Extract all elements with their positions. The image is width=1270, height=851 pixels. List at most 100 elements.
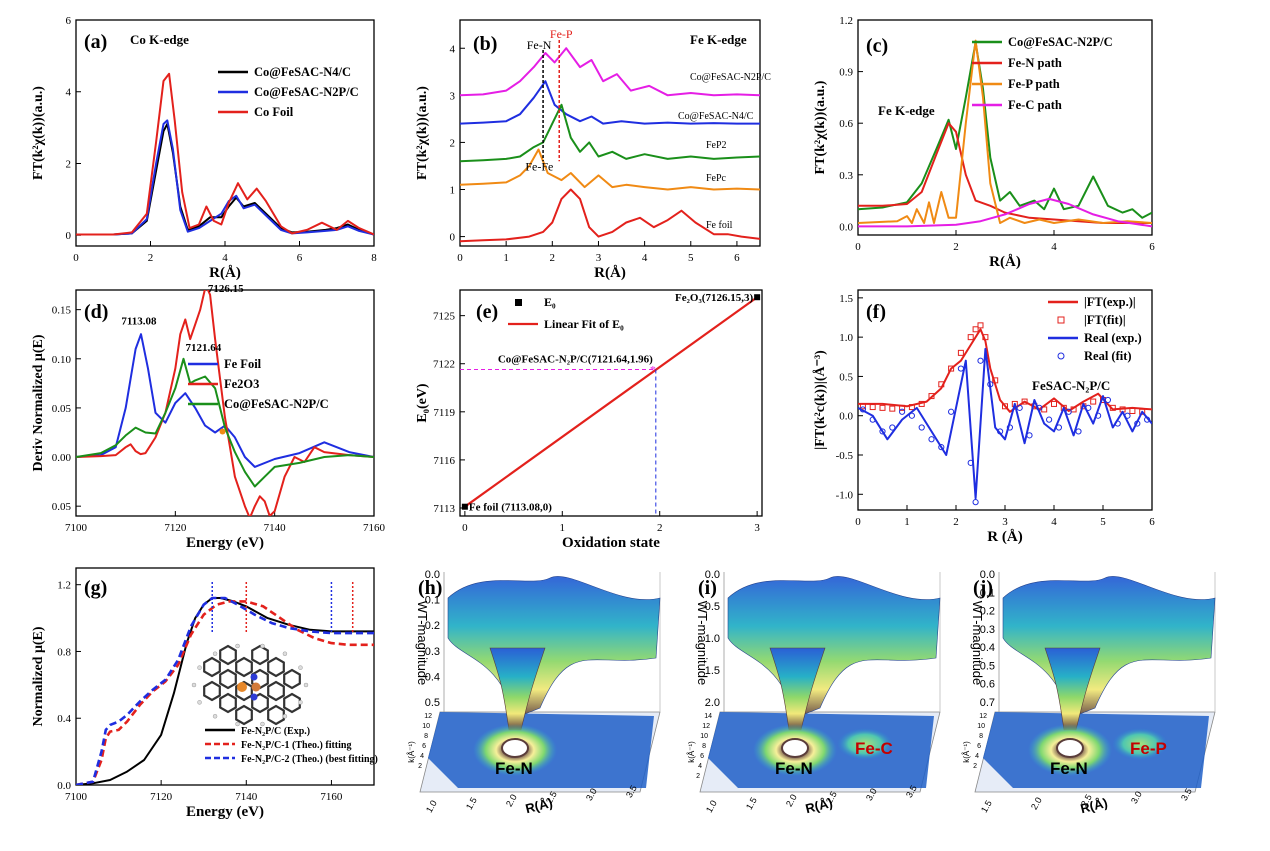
data-marker-ft-fit: [1002, 403, 1008, 410]
legend-label: |FT(exp.)|: [1084, 295, 1136, 309]
data-marker-real-fit: [1095, 412, 1102, 419]
k-axis-label: k(Å⁻¹): [687, 741, 696, 763]
peak-label: Fe-C: [855, 739, 893, 758]
x-tick-label: 2: [953, 516, 959, 528]
wt-peak-secondary: [837, 728, 893, 760]
data-marker-ft-fit: [879, 404, 886, 411]
fit-line: [464, 296, 758, 508]
molecule-ring: [283, 668, 301, 690]
panel-label: (h): [418, 577, 442, 599]
r-axis-label: R(Å): [1079, 795, 1109, 816]
y-tick-label: 0: [450, 232, 456, 244]
series-line-fe2o3: [76, 290, 374, 516]
molecule-ring: [203, 656, 221, 678]
x-tick-label: 4: [642, 252, 648, 264]
series-line-fe-n-p-c-2-theo-best-fitting: [76, 596, 374, 785]
hydrogen-atom: [212, 714, 218, 719]
hydrogen-atom: [235, 721, 240, 727]
x-tick-label: 0: [462, 522, 468, 534]
legend-label: Co@FeSAC-N2P/C: [224, 397, 329, 411]
y-tick-label: 2: [66, 158, 72, 170]
x-tick-label: 7100: [65, 522, 88, 534]
series-group: [76, 596, 374, 785]
data-marker-real-fit: [1144, 416, 1151, 423]
legend-marker: [1057, 316, 1065, 324]
data-marker-ft-fit: [908, 404, 915, 411]
k-tick-label: 4: [420, 753, 424, 760]
k-tick-label: 8: [979, 733, 983, 740]
y-tick-label: 4: [66, 87, 72, 99]
r-tick-label: 1.0: [704, 799, 719, 815]
data-marker-ft-fit: [957, 349, 964, 356]
k-tick-label: 12: [424, 713, 432, 720]
panel-label: (e): [476, 301, 498, 323]
y-tick-label: -1.0: [836, 489, 854, 501]
y-axis-label: Normalized μ(E): [31, 626, 46, 726]
series-group: [76, 290, 374, 516]
x-tick-label: 2: [550, 252, 556, 264]
molecule-structure: [191, 643, 309, 727]
k-tick-label: 2: [696, 773, 700, 780]
hydrogen-atom: [260, 643, 265, 649]
panel-i: Fe-N Fe-C 0.0 0.5 1.0 1.5 2.0 WT-magnitude 14 12 1…: [687, 569, 941, 816]
series-group: [460, 47, 760, 243]
data-marker-real-fit: [1065, 408, 1072, 415]
molecule-ring: [235, 704, 253, 726]
z-tick-label: 0.5: [425, 697, 440, 709]
data-marker-ft-fit: [1051, 400, 1057, 407]
x-tick-label: 7100: [65, 791, 88, 803]
y-tick-label: 0.00: [52, 452, 72, 464]
panel-label: (c): [866, 35, 888, 57]
panel-f: 0 1 2 3 4 5 6 -1.0 -0.5 0.0 0.5 1.0 1.5 R (Å) |FT(k²c(…: [812, 289, 1155, 545]
legend-marker: [1057, 352, 1065, 360]
r-tick-label: 2.0: [784, 793, 799, 809]
data-marker-real-fit: [972, 499, 979, 506]
series-line-fe-p-path: [858, 39, 1152, 224]
data-marker-real-fit: [957, 365, 965, 372]
series-label: Co@FeSAC-N4/C: [678, 111, 754, 122]
k-tick-label: 12: [702, 723, 710, 730]
x-axis-label: Oxidation state: [562, 535, 660, 551]
x-tick-label: 7140: [264, 522, 287, 534]
peak-label: Fe-N: [1050, 759, 1088, 778]
series-line-co-fesac-n4-c: [460, 80, 760, 125]
panel-label: (g): [84, 577, 107, 599]
data-marker-ft-fit: [1139, 408, 1146, 415]
data-marker-ft-fit: [1129, 408, 1136, 414]
panel-j: Fe-N Fe-P 0.0 0.1 0.2 0.3 0.4 0.5 0.6 0.7 WT-magni…: [962, 569, 1216, 816]
data-marker-ft-fit: [1021, 398, 1028, 405]
y-tick-label: 7116: [433, 455, 455, 467]
x-tick-label: 7160: [320, 791, 343, 803]
data-marker-real-fit: [977, 357, 984, 364]
data-marker-ft-fit: [928, 393, 935, 400]
plot-frame: [459, 289, 763, 517]
series-group: [858, 322, 1152, 506]
k-tick-label: 10: [977, 723, 985, 730]
y-axis-label: FT(k²χ(k))(a.u.): [415, 86, 430, 180]
series-line-fe-n-path: [858, 122, 1152, 224]
data-marker-real-fit: [928, 436, 935, 443]
molecule-ring: [251, 644, 269, 666]
y-tick-label: 0.3: [839, 170, 853, 182]
data-marker-real-fit: [889, 424, 896, 431]
y-tick-label: 6: [66, 15, 72, 27]
y-tick-label: 0: [66, 230, 72, 242]
data-marker-real-fit: [1055, 424, 1063, 431]
x-axis-label: R(Å): [594, 265, 626, 281]
z-tick-label: 0.0: [980, 569, 995, 581]
panel-title: Co K-edge: [130, 32, 189, 47]
data-marker-ft-fit: [948, 365, 955, 372]
panel-a: 0 2 4 6 8 0 2 4 6 R(Å) FT(k²χ(k))(a.u.) (a) Co K-edg…: [31, 15, 377, 281]
z-axis-label: WT-magnitude: [415, 601, 430, 686]
series-line-fe-c-path: [858, 197, 1152, 228]
series-label: Fe foil: [706, 220, 733, 231]
wt-surface: [447, 576, 661, 719]
data-marker-real-fit: [1036, 404, 1043, 411]
x-tick-label: 2: [657, 522, 663, 534]
data-marker-ft-fit: [889, 405, 896, 412]
legend-label: Co@FeSAC-N2P/C: [1008, 35, 1113, 49]
wt-peak-core: [501, 738, 529, 758]
data-marker-ft-fit: [977, 322, 984, 329]
k-tick-label: 8: [424, 733, 428, 740]
x-tick-label: 4: [1051, 516, 1057, 528]
